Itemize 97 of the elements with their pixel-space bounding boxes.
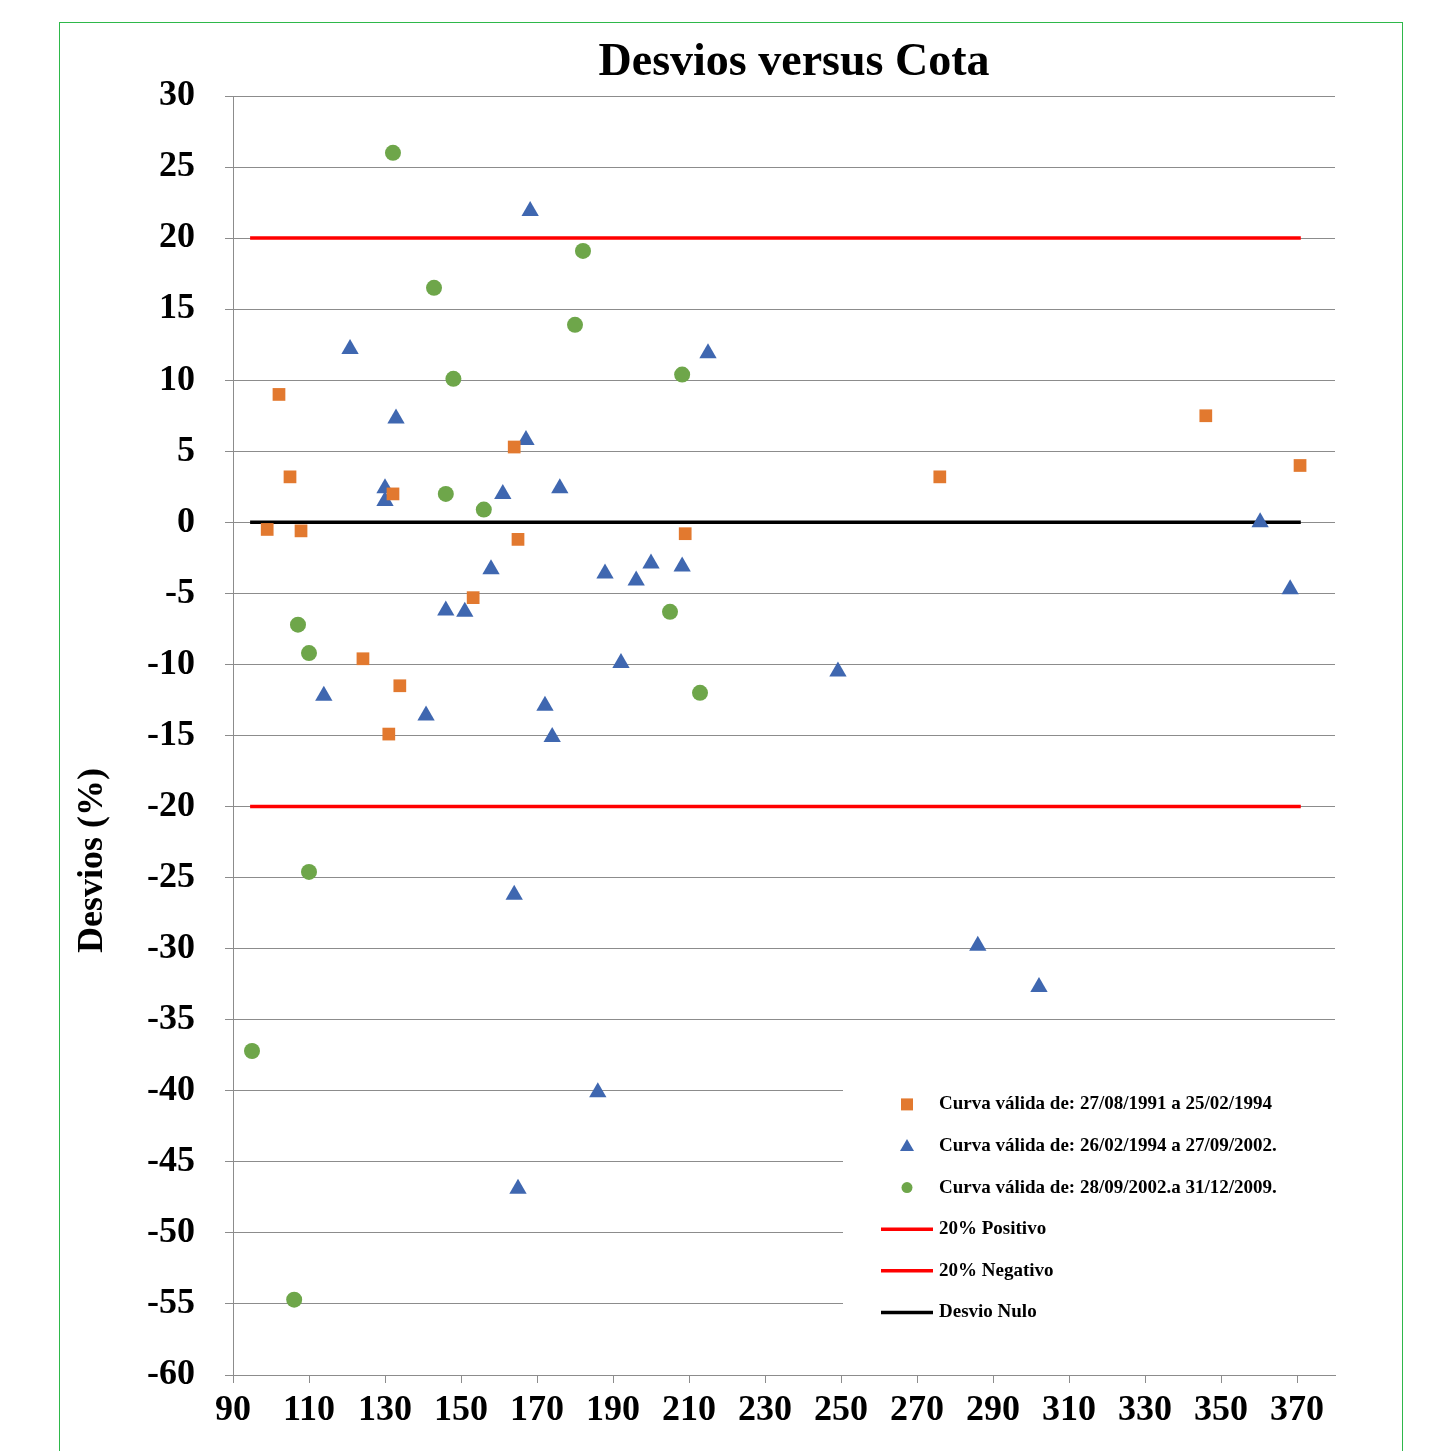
- point: [437, 485, 454, 502]
- point: [511, 533, 525, 546]
- point: [301, 863, 317, 880]
- x-tick-label: 350: [1194, 1387, 1248, 1428]
- point: [692, 684, 709, 701]
- point: [482, 559, 500, 575]
- point: [315, 685, 333, 701]
- point: [969, 935, 987, 951]
- legend-label: Curva válida de: 28/09/2002.a 31/12/2009.: [939, 1175, 1277, 1197]
- point: [505, 884, 523, 900]
- y-tick-label: 15: [159, 286, 195, 327]
- x-tick-label: 290: [966, 1387, 1020, 1428]
- point: [244, 1042, 260, 1059]
- y-tick-label: -20: [147, 783, 195, 824]
- point: [376, 491, 394, 507]
- point: [627, 570, 645, 586]
- point: [382, 727, 396, 741]
- y-tick-label: -25: [147, 854, 195, 895]
- point: [426, 279, 443, 296]
- y-tick-label: -30: [147, 925, 195, 966]
- x-tick-label: 370: [1270, 1387, 1324, 1428]
- point: [933, 470, 947, 484]
- x-tick-label: 210: [662, 1387, 716, 1428]
- x-tick-label: 90: [215, 1387, 251, 1428]
- y-tick-label: -45: [147, 1139, 195, 1180]
- y-tick-label: -50: [147, 1210, 195, 1251]
- point: [509, 1178, 527, 1194]
- point: [466, 591, 480, 605]
- point: [567, 316, 583, 333]
- x-tick-label: 150: [434, 1387, 488, 1428]
- point: [494, 483, 512, 499]
- point: [1281, 579, 1299, 595]
- point: [1293, 459, 1307, 472]
- y-tick-label: 10: [159, 357, 195, 398]
- y-tick-label: 20: [159, 215, 195, 256]
- x-tick-label: 110: [282, 1387, 336, 1428]
- point: [543, 726, 561, 742]
- point: [574, 242, 591, 259]
- point: [289, 616, 306, 633]
- point: [393, 679, 407, 693]
- point: [301, 645, 317, 662]
- point: [642, 553, 660, 569]
- legend-label: Curva válida de: 26/02/1994 a 27/09/2002.: [939, 1133, 1277, 1155]
- point: [589, 1082, 607, 1098]
- y-tick-label: 5: [177, 428, 195, 469]
- point: [662, 603, 678, 620]
- point: [596, 563, 614, 579]
- y-tick-label: -55: [147, 1281, 195, 1322]
- y-tick-label: -15: [147, 712, 195, 753]
- point: [437, 600, 455, 616]
- point: [356, 652, 370, 666]
- y-tick-label: -5: [165, 570, 195, 611]
- point: [283, 470, 297, 484]
- point: [384, 144, 401, 161]
- point: [551, 478, 569, 494]
- x-tick-label: 250: [814, 1387, 868, 1428]
- point: [521, 201, 539, 217]
- y-tick-label: -60: [147, 1352, 195, 1393]
- legend-label: 20% Negativo: [939, 1258, 1054, 1280]
- x-tick-label: 230: [738, 1387, 792, 1428]
- point: [387, 408, 405, 424]
- point: [673, 556, 691, 572]
- y-tick-label: 30: [159, 73, 195, 114]
- point: [678, 527, 692, 541]
- x-tick-label: 190: [586, 1387, 640, 1428]
- y-axis-title: Desvios (%): [70, 768, 111, 953]
- point: [475, 501, 492, 518]
- y-tick-label: -10: [147, 641, 195, 682]
- y-tick-label: -35: [147, 997, 195, 1038]
- x-tick-label: 330: [1118, 1387, 1172, 1428]
- x-tick-label: 170: [510, 1387, 564, 1428]
- point: [699, 343, 717, 359]
- point: [1199, 409, 1213, 423]
- x-tick-label: 310: [1042, 1387, 1096, 1428]
- point: [829, 661, 847, 677]
- y-tick-label: -40: [147, 1068, 195, 1109]
- point: [536, 695, 554, 711]
- y-tick-label: 0: [177, 499, 195, 540]
- point: [517, 429, 535, 445]
- point: [417, 705, 435, 721]
- y-tick-label: 25: [159, 144, 195, 185]
- point: [507, 440, 521, 454]
- legend-label: Desvio Nulo: [939, 1300, 1037, 1322]
- x-tick-label: 270: [890, 1387, 944, 1428]
- point: [294, 524, 308, 538]
- point: [445, 370, 462, 387]
- point: [674, 366, 691, 383]
- point: [1251, 512, 1269, 528]
- point: [260, 523, 274, 536]
- x-tick-label: 130: [358, 1387, 412, 1428]
- point: [272, 388, 286, 401]
- point: [612, 653, 630, 669]
- point: [456, 601, 474, 617]
- legend-label: Curva válida de: 27/08/1991 a 25/02/1994: [939, 1092, 1273, 1114]
- legend-label: 20% Positivo: [939, 1217, 1047, 1239]
- chart-title: Desvios versus Cota: [598, 33, 990, 85]
- point: [1030, 977, 1048, 993]
